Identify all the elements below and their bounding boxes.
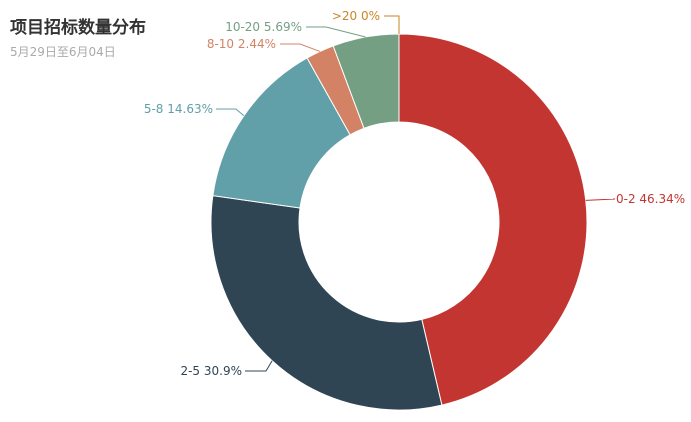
leader-line-5 bbox=[306, 26, 366, 38]
leader-line-4 bbox=[280, 43, 321, 52]
leader-line-2 bbox=[245, 360, 273, 372]
slice-label-1: 0-2 46.34% bbox=[616, 192, 685, 206]
leader-line-1 bbox=[585, 198, 616, 201]
chart-subtitle: 5月29日至6月04日 bbox=[10, 45, 116, 59]
leader-line-3 bbox=[216, 108, 245, 117]
chart-title: 项目招标数量分布 bbox=[10, 18, 146, 38]
leader-line-6 bbox=[384, 15, 400, 34]
slice-label-5: 10-20 5.69% bbox=[225, 20, 302, 34]
slice-0-2[interactable] bbox=[398, 33, 588, 406]
slice-label-2: 2-5 30.9% bbox=[180, 364, 242, 378]
slice-2-5[interactable] bbox=[210, 195, 443, 411]
slice-label-6: >20 0% bbox=[332, 9, 380, 23]
slice-label-4: 8-10 2.44% bbox=[207, 37, 276, 51]
slice-label-3: 5-8 14.63% bbox=[144, 102, 213, 116]
slice-10-20[interactable] bbox=[332, 33, 400, 129]
